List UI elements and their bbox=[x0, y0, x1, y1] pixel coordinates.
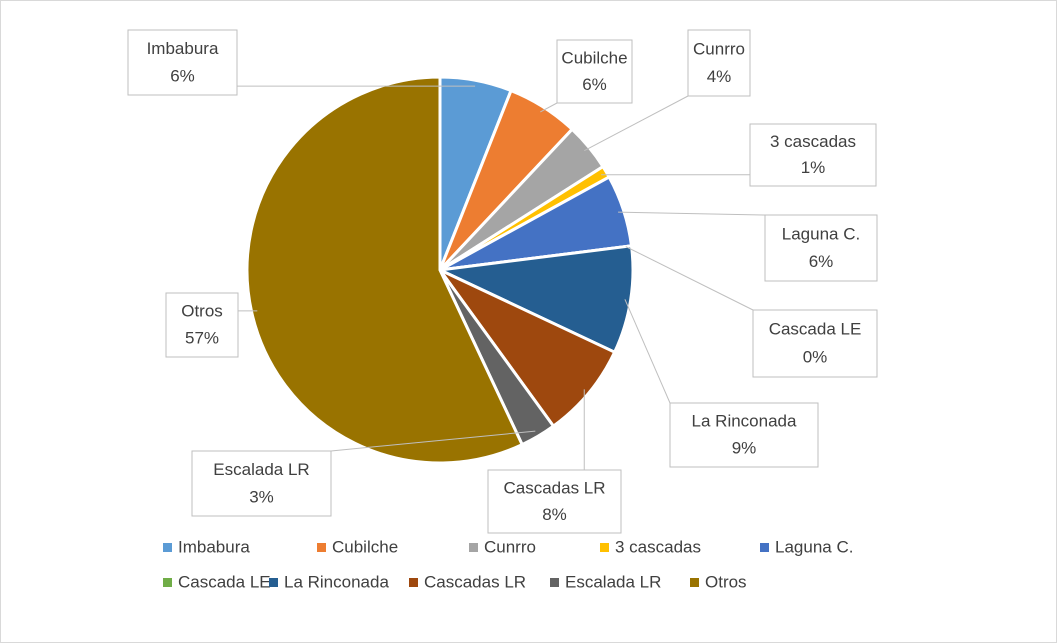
data-label-value: 57% bbox=[185, 329, 219, 348]
data-label-value: 6% bbox=[582, 75, 607, 94]
pie-slice bbox=[245, 75, 525, 465]
data-label-name: 3 cascadas bbox=[770, 132, 856, 151]
data-label-name: Cunrro bbox=[693, 39, 745, 58]
data-label-name: Cubilche bbox=[561, 48, 627, 67]
data-label-value: 6% bbox=[809, 252, 834, 271]
data-label-name: La Rinconada bbox=[692, 412, 797, 431]
legend-label: Cascadas LR bbox=[424, 572, 526, 591]
legend-label: Imbabura bbox=[178, 537, 250, 556]
callout-box bbox=[752, 309, 878, 378]
legend-swatch bbox=[163, 578, 172, 587]
leader-line bbox=[584, 95, 689, 152]
leader-line bbox=[540, 102, 558, 113]
legend-label: Cunrro bbox=[484, 537, 536, 556]
data-label-value: 3% bbox=[249, 487, 274, 506]
data-label-value: 6% bbox=[170, 66, 195, 85]
callout-box bbox=[669, 402, 819, 468]
callout-box bbox=[556, 39, 633, 104]
legend-swatch bbox=[690, 578, 699, 587]
legend-swatch bbox=[600, 543, 609, 552]
data-label-name: Laguna C. bbox=[782, 224, 860, 243]
data-label-name: Cascada LE bbox=[769, 320, 862, 339]
leader-line bbox=[625, 246, 754, 311]
legend-swatch bbox=[760, 543, 769, 552]
legend-swatch bbox=[409, 578, 418, 587]
legend-label: Escalada LR bbox=[565, 572, 661, 591]
callout-box bbox=[127, 29, 238, 96]
legend-swatch bbox=[269, 578, 278, 587]
leader-line bbox=[618, 211, 766, 216]
data-label-name: Cascadas LR bbox=[503, 478, 605, 497]
leader-line bbox=[624, 299, 671, 404]
legend-label: Otros bbox=[705, 572, 747, 591]
legend-label: Cubilche bbox=[332, 537, 398, 556]
callout-box bbox=[764, 214, 878, 282]
legend-label: La Rinconada bbox=[284, 572, 389, 591]
data-label-name: Escalada LR bbox=[213, 460, 309, 479]
legend-swatch bbox=[469, 543, 478, 552]
legend-label: Laguna C. bbox=[775, 537, 853, 556]
data-label-value: 8% bbox=[542, 505, 567, 524]
data-label-value: 0% bbox=[803, 348, 828, 367]
callout-box bbox=[749, 123, 877, 187]
legend-swatch bbox=[317, 543, 326, 552]
callout-box bbox=[687, 29, 751, 97]
callout-box bbox=[165, 292, 239, 358]
legend-swatch bbox=[550, 578, 559, 587]
legend-label: Cascada LE bbox=[178, 572, 271, 591]
callout-box bbox=[487, 469, 622, 534]
callout-box bbox=[191, 450, 332, 517]
data-label-value: 9% bbox=[732, 439, 757, 458]
legend-swatch bbox=[163, 543, 172, 552]
data-label-name: Imbabura bbox=[147, 39, 219, 58]
data-label-name: Otros bbox=[181, 302, 223, 321]
legend-label: 3 cascadas bbox=[615, 537, 701, 556]
leader-line bbox=[330, 430, 536, 452]
data-label-value: 1% bbox=[801, 158, 826, 177]
data-label-value: 4% bbox=[707, 67, 732, 86]
pie-slice bbox=[438, 268, 617, 429]
